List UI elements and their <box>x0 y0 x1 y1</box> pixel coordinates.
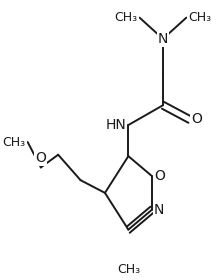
Text: CH₃: CH₃ <box>117 263 140 276</box>
Text: O: O <box>191 112 202 126</box>
Text: CH₃: CH₃ <box>2 136 26 148</box>
Text: O: O <box>36 151 46 165</box>
Text: HN: HN <box>106 118 126 132</box>
Text: N: N <box>158 32 168 46</box>
Text: CH₃: CH₃ <box>188 11 212 24</box>
Text: N: N <box>154 203 164 217</box>
Text: CH₃: CH₃ <box>114 11 137 24</box>
Text: O: O <box>154 169 165 183</box>
